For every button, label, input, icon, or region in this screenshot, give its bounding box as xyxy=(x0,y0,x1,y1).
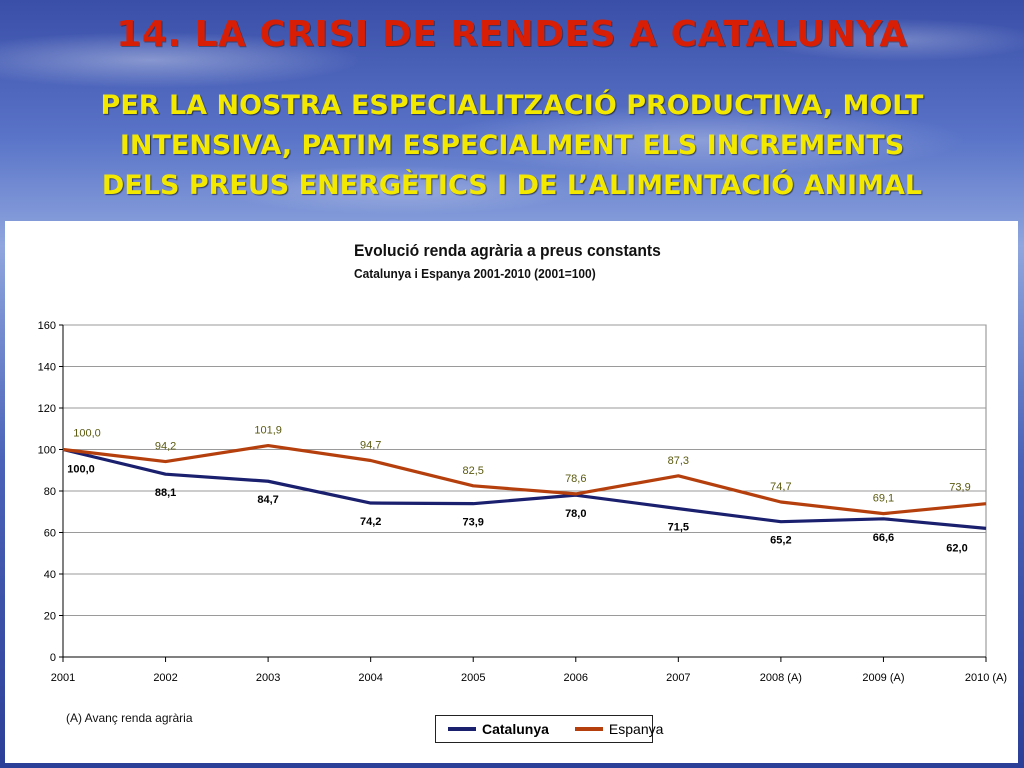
data-label-espanya-6: 87,3 xyxy=(668,455,689,467)
data-label-espanya-5: 78,6 xyxy=(565,473,586,485)
data-label-catalunya-3: 74,2 xyxy=(360,516,381,528)
y-tick-label-8: 160 xyxy=(38,320,56,332)
x-tick-label-0: 2001 xyxy=(51,672,75,684)
data-label-espanya-3: 94,7 xyxy=(360,439,381,451)
y-tick-label-5: 100 xyxy=(38,445,56,457)
chart-subtitle: Catalunya i Espanya 2001-2010 (2001=100) xyxy=(354,266,596,281)
data-label-espanya-8: 69,1 xyxy=(873,493,894,505)
x-tick-label-7: 2008 (A) xyxy=(760,672,802,684)
y-tick-label-6: 120 xyxy=(38,403,56,415)
x-tick-label-6: 2007 xyxy=(666,672,690,684)
data-label-catalunya-6: 71,5 xyxy=(668,522,689,534)
footnote: (A) Avanç renda agrària xyxy=(66,711,193,725)
legend-label-espanya: Espanya xyxy=(608,721,664,737)
y-tick-label-2: 40 xyxy=(44,569,56,581)
subtitle-line-2: INTENSIVA, PATIM ESPECIALMENT ELS INCREM… xyxy=(119,130,905,161)
data-label-catalunya-2: 84,7 xyxy=(257,494,278,506)
series-line-espanya xyxy=(62,443,987,516)
slide-subtitle: PER LA NOSTRA ESPECIALITZACIÓ PRODUCTIVA… xyxy=(20,86,1004,206)
data-label-espanya-4: 82,5 xyxy=(463,465,484,477)
data-label-espanya-9: 73,9 xyxy=(949,482,970,494)
y-tick-label-7: 140 xyxy=(38,362,56,374)
data-label-catalunya-9: 62,0 xyxy=(946,542,967,554)
data-label-catalunya-8: 66,6 xyxy=(873,532,894,544)
subtitle-line-3: DELS PREUS ENERGÈTICS I DE L’ALIMENTACIÓ… xyxy=(101,170,923,201)
legend-swatch-espanya xyxy=(574,727,603,731)
chart-legend: Catalunya Espanya xyxy=(435,715,663,743)
slide-title: 14. LA CRISI DE RENDES A CATALUNYA xyxy=(116,14,908,55)
chart-title: Evolució renda agrària a preus constants xyxy=(354,241,661,260)
x-tick-label-5: 2006 xyxy=(564,672,588,684)
legend-item-catalunya: Catalunya xyxy=(448,721,549,737)
data-label-catalunya-5: 78,0 xyxy=(565,508,586,520)
data-label-espanya-7: 74,7 xyxy=(770,481,791,493)
series-line-catalunya xyxy=(62,447,987,530)
x-tick-label-4: 2005 xyxy=(461,672,485,684)
data-label-catalunya-4: 73,9 xyxy=(463,517,484,529)
data-label-espanya-2: 101,9 xyxy=(254,425,282,437)
x-tick-label-9: 2010 (A) xyxy=(965,672,1007,684)
legend-item-espanya: Espanya xyxy=(574,721,664,737)
y-tick-label-3: 60 xyxy=(44,528,56,540)
y-tick-label-0: 0 xyxy=(50,652,56,664)
data-label-espanya-1: 94,2 xyxy=(155,441,176,453)
x-tick-label-8: 2009 (A) xyxy=(862,672,904,684)
data-label-espanya-0: 100,0 xyxy=(73,428,101,440)
x-tick-label-2: 2003 xyxy=(256,672,280,684)
subtitle-line-1: PER LA NOSTRA ESPECIALITZACIÓ PRODUCTIVA… xyxy=(100,90,924,121)
x-tick-label-3: 2004 xyxy=(358,672,382,684)
data-label-catalunya-1: 88,1 xyxy=(155,487,176,499)
legend-swatch-catalunya xyxy=(448,727,476,731)
data-label-catalunya-0: 100,0 xyxy=(67,464,95,476)
data-label-catalunya-7: 65,2 xyxy=(770,535,791,547)
x-tick-label-1: 2002 xyxy=(153,672,177,684)
y-tick-label-4: 80 xyxy=(44,486,56,498)
legend-label-catalunya: Catalunya xyxy=(482,721,549,737)
y-tick-label-1: 20 xyxy=(44,611,56,623)
